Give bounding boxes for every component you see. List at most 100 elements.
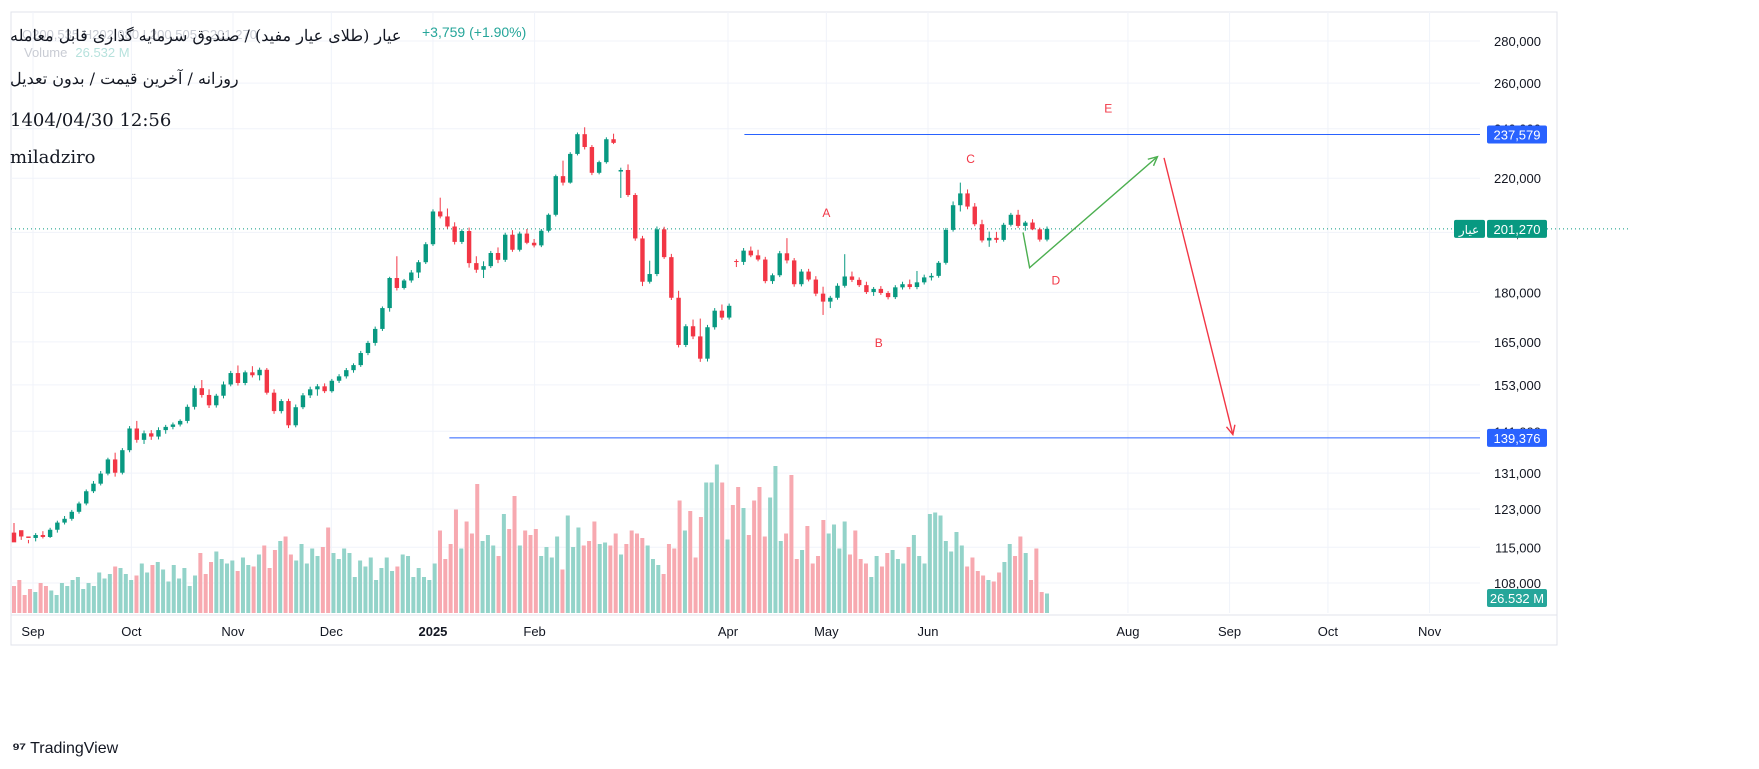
candle-up — [344, 370, 349, 377]
volume-bar — [698, 517, 703, 613]
volume-bar — [235, 571, 240, 613]
tradingview-logo-icon: ⁹⁷ — [12, 739, 26, 758]
wave-label-e: E — [1104, 101, 1112, 115]
volume-bar — [762, 536, 767, 613]
volume-bar — [933, 512, 938, 613]
volume-bar — [975, 571, 980, 613]
volume-bar — [246, 565, 251, 613]
volume-bar — [512, 496, 517, 613]
y-tick-label: 180,000 — [1494, 285, 1541, 300]
volume-bar — [27, 589, 32, 613]
candle-down — [1030, 222, 1035, 230]
candle-up — [55, 522, 60, 530]
volume-bar — [331, 553, 336, 613]
volume-bar — [86, 583, 91, 613]
candle-down — [734, 261, 739, 263]
candle-up — [62, 518, 67, 523]
volume-bar — [906, 547, 911, 613]
volume-bar — [134, 575, 139, 613]
candle-up — [351, 365, 356, 371]
candle-up — [416, 262, 421, 273]
volume-bar — [938, 515, 943, 613]
wave-label-b: B — [875, 336, 883, 350]
ohlc-readout: O200,535 H202,080 L200,505 C201,270 — [22, 27, 257, 42]
volume-bar — [139, 563, 144, 613]
volume-bar — [890, 550, 895, 613]
candle-down — [394, 278, 400, 288]
volume-bar — [549, 557, 554, 613]
candle-down — [849, 276, 855, 280]
candle-up — [387, 278, 392, 309]
candle-up — [921, 277, 927, 283]
volume-bar — [91, 586, 96, 613]
candle-up — [654, 229, 660, 275]
volume-bar — [816, 556, 821, 613]
candle-down — [199, 388, 205, 395]
candle-up — [943, 229, 949, 263]
candle-down — [271, 392, 277, 412]
candle-up — [1023, 222, 1028, 226]
candle-down — [264, 369, 270, 393]
volume-bar — [1002, 562, 1007, 613]
candle-up — [423, 244, 428, 263]
y-tick-label: 108,000 — [1494, 576, 1541, 591]
x-tick-label: Aug — [1116, 624, 1139, 639]
volume-bar — [576, 527, 581, 613]
candle-down — [748, 250, 754, 256]
volume-bar — [240, 557, 245, 613]
symbol-tag-bg — [1454, 219, 1485, 238]
price-label-resistance: 237,579 — [1487, 125, 1547, 144]
candle-up — [503, 234, 508, 260]
x-tick-label: May — [814, 624, 839, 639]
volume-bar — [1013, 556, 1018, 613]
candle-up — [279, 401, 284, 412]
candle-down — [972, 206, 977, 225]
volume-bar — [895, 559, 900, 613]
volume-bar — [342, 548, 347, 613]
candle-up — [828, 297, 833, 302]
candle-down — [582, 134, 587, 148]
tradingview-logo[interactable]: ⁹⁷ TradingView — [12, 739, 118, 759]
volume-bar — [22, 595, 27, 613]
volume-bar — [326, 527, 331, 613]
volume-bar — [336, 559, 341, 613]
candle-down — [820, 293, 826, 302]
volume-bar — [198, 553, 203, 613]
candle-down — [719, 310, 725, 318]
volume-bar — [358, 560, 363, 613]
candle-up — [777, 253, 782, 276]
projection-drawing — [1022, 155, 1236, 437]
candle-up — [1044, 228, 1050, 240]
volume-bar — [123, 574, 128, 613]
y-tick-label: 115,000 — [1495, 540, 1541, 555]
chart-subtitle: روزانه / آخرین قیمت / بدون تعدیل — [10, 69, 239, 88]
candle-down — [755, 255, 761, 260]
candle-down — [878, 288, 884, 294]
volume-bar — [746, 535, 751, 613]
candle-down — [452, 226, 457, 242]
volume-bar — [736, 487, 741, 613]
volume-bar — [384, 557, 389, 613]
candle-down — [1037, 229, 1042, 240]
volume-bar — [1045, 593, 1049, 613]
x-tick-label: 2025 — [418, 624, 447, 639]
chart-frame — [10, 11, 1558, 646]
volume-bar — [629, 530, 634, 613]
volume-legend-label: Volume — [24, 45, 68, 60]
price-label-bg — [1487, 589, 1547, 607]
candle-down — [784, 253, 790, 261]
volume-bar — [283, 536, 288, 613]
volume-bar — [560, 569, 565, 613]
candle-down — [19, 530, 24, 537]
volume-bar — [901, 563, 906, 613]
volume-bar — [374, 580, 379, 613]
candle-up — [214, 395, 219, 406]
candle-down — [763, 259, 768, 282]
volume-bar — [43, 586, 48, 613]
candle-down — [994, 237, 999, 240]
volume-bar — [800, 550, 805, 613]
volume-bar — [533, 529, 538, 613]
volume-bar — [608, 545, 613, 613]
tradingview-logo-text: TradingView — [30, 740, 119, 757]
